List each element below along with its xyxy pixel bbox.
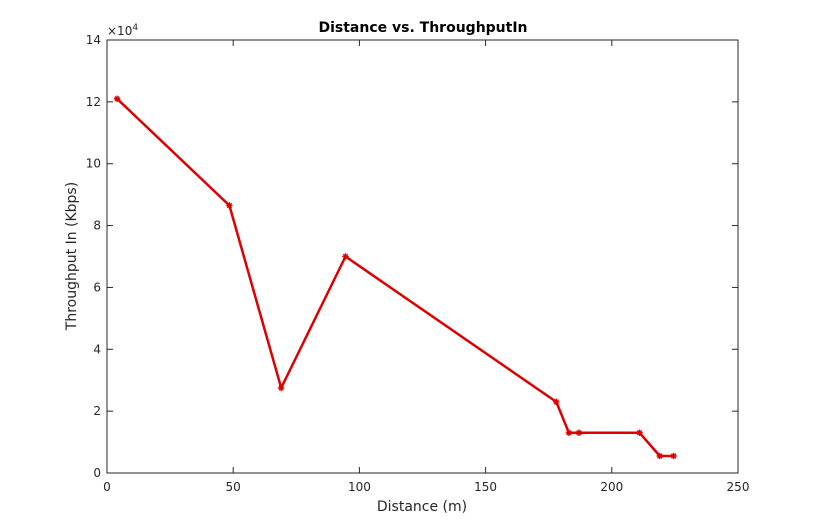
plot-area bbox=[106, 39, 739, 474]
y-axis-ticks: 0 2 4 6 8 10 12 14 bbox=[86, 33, 738, 480]
y-tick-label: 8 bbox=[93, 219, 101, 233]
series-line bbox=[116, 97, 674, 458]
y-tick-label: 10 bbox=[86, 157, 101, 171]
y-tick-label: 6 bbox=[93, 280, 101, 294]
data-point-marker bbox=[656, 452, 663, 460]
x-tick-label: 150 bbox=[474, 480, 497, 494]
x-tick-label: 50 bbox=[226, 480, 241, 494]
y-axis-label: Throughput In (Kbps) bbox=[64, 182, 80, 331]
data-point-marker bbox=[575, 429, 583, 436]
y-tick-label: 2 bbox=[93, 404, 101, 418]
data-point-marker bbox=[226, 202, 233, 209]
data-point-marker bbox=[670, 452, 677, 460]
x-tick-label: 250 bbox=[727, 480, 750, 494]
data-point-marker bbox=[553, 398, 560, 406]
y-tick-label: 12 bbox=[86, 95, 101, 109]
x-tick-label: 0 bbox=[103, 480, 111, 494]
y-axis-exponent: ×104 bbox=[107, 23, 138, 38]
data-point-marker bbox=[565, 429, 573, 436]
series-layer bbox=[113, 95, 677, 460]
data-point-marker bbox=[113, 95, 121, 102]
data-point-marker bbox=[636, 429, 643, 436]
y-tick-label: 0 bbox=[93, 466, 101, 480]
x-tick-label: 200 bbox=[600, 480, 623, 494]
y-tick-label: 4 bbox=[93, 342, 101, 356]
x-axis-label: Distance (m) bbox=[377, 499, 467, 515]
data-point-marker bbox=[277, 384, 285, 392]
data-point-marker bbox=[342, 253, 349, 260]
y-tick-label: 14 bbox=[86, 33, 101, 47]
chart-title: Distance vs. ThroughputIn bbox=[318, 20, 527, 36]
y-exponent-base: ×10 bbox=[107, 24, 132, 38]
y-exponent-power: 4 bbox=[132, 23, 138, 33]
x-axis-ticks: 0 50 100 150 200 250 bbox=[103, 40, 749, 494]
x-tick-label: 100 bbox=[348, 480, 371, 494]
